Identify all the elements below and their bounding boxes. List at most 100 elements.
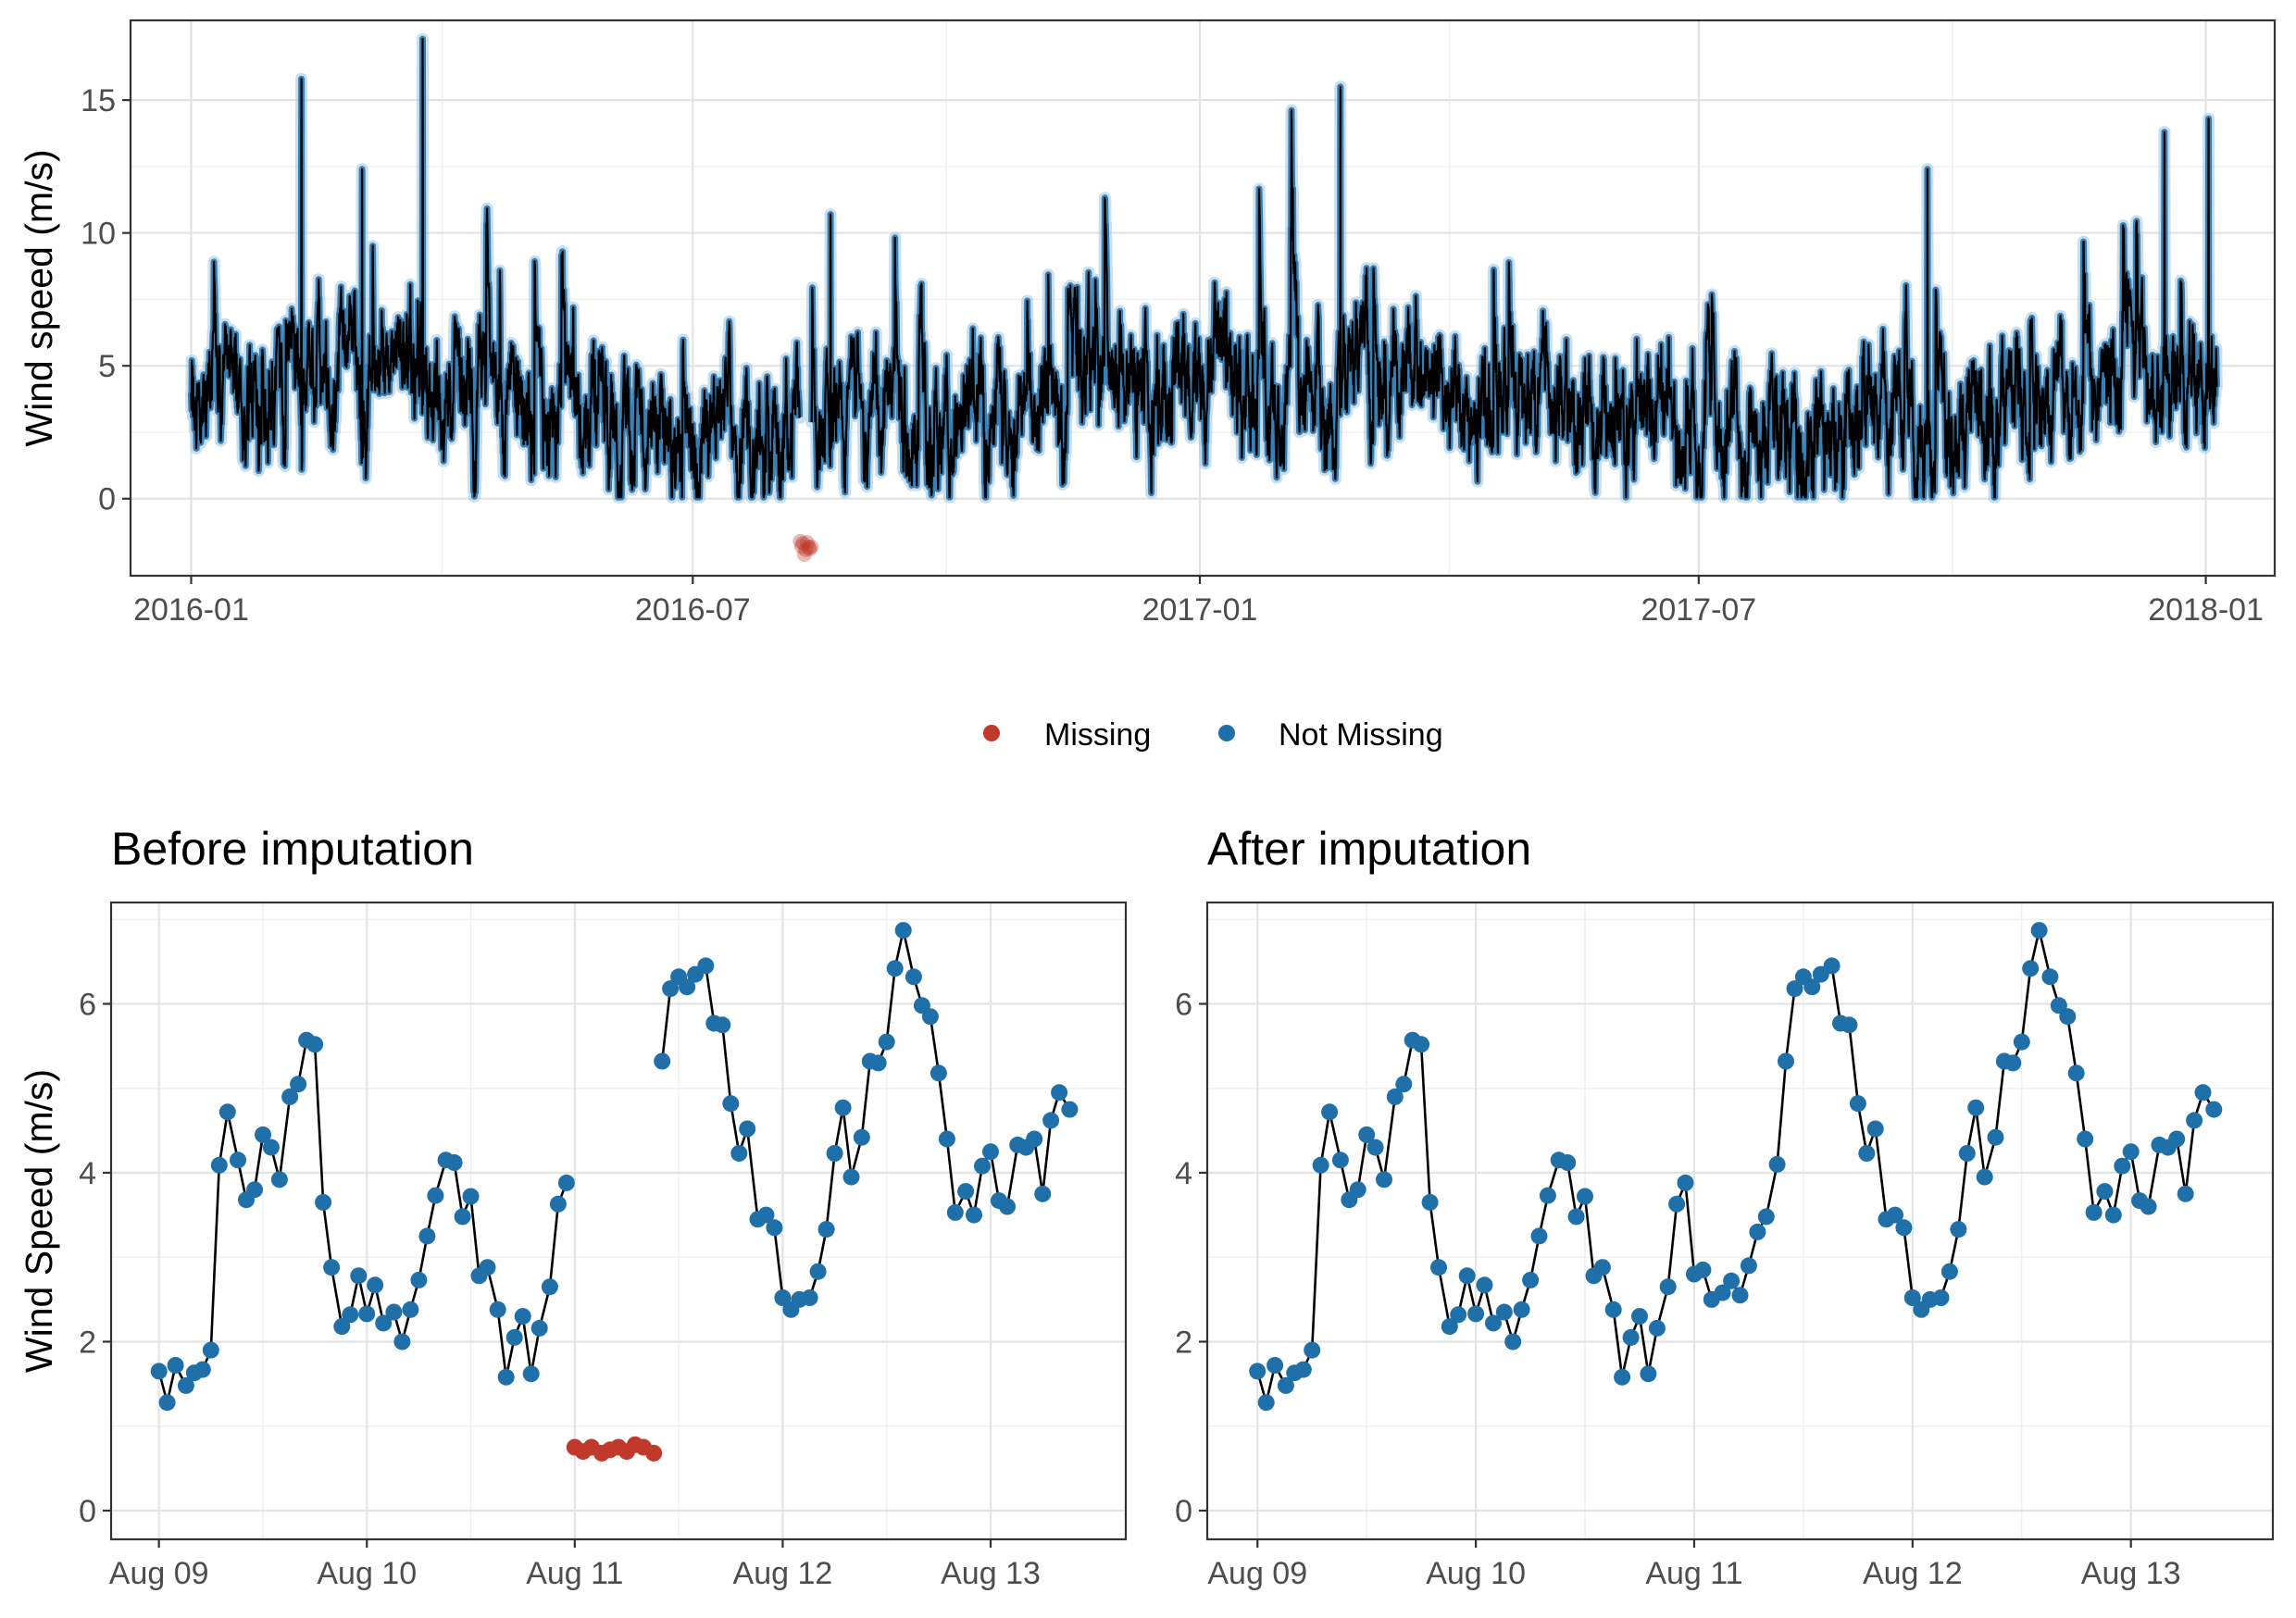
x-tick-label: Aug 12 bbox=[733, 1556, 833, 1591]
legend-label-not-missing: Not Missing bbox=[1279, 717, 1443, 753]
point-missing bbox=[795, 535, 811, 551]
y-tick-label: 0 bbox=[1175, 1494, 1192, 1529]
data-point bbox=[714, 1016, 731, 1034]
data-point bbox=[1648, 1319, 1666, 1337]
data-point bbox=[938, 1130, 955, 1148]
data-point bbox=[218, 1103, 236, 1121]
data-point bbox=[1312, 1156, 1329, 1174]
data-point bbox=[1668, 1195, 1686, 1213]
data-point bbox=[766, 1219, 783, 1237]
x-tick-label: Aug 13 bbox=[2081, 1556, 2181, 1591]
line bbox=[190, 38, 801, 499]
data-point bbox=[1476, 1276, 1493, 1294]
data-point bbox=[1723, 1272, 1741, 1289]
data-point bbox=[367, 1276, 384, 1294]
data-point bbox=[1932, 1289, 1950, 1306]
series-line bbox=[190, 38, 2218, 499]
legend-key-not-missing bbox=[1218, 725, 1235, 741]
data-point bbox=[375, 1314, 393, 1332]
x-axis: Aug 09 Aug 10 Aug 11 Aug 12 Aug 13 bbox=[109, 1539, 1041, 1591]
data-point bbox=[1413, 1036, 1430, 1053]
data-point bbox=[323, 1259, 341, 1276]
data-point bbox=[1858, 1145, 1876, 1162]
data-point bbox=[834, 1099, 852, 1116]
data-point bbox=[445, 1154, 463, 1171]
data-point bbox=[1778, 1052, 1794, 1070]
data-point bbox=[1559, 1154, 1577, 1171]
data-point bbox=[966, 1206, 982, 1224]
data-point bbox=[1304, 1341, 1321, 1359]
data-point bbox=[894, 922, 912, 940]
data-point bbox=[1249, 1363, 1267, 1380]
data-point bbox=[1823, 957, 1841, 975]
data-point bbox=[393, 1333, 411, 1350]
x-tick-label: Aug 13 bbox=[941, 1556, 1041, 1591]
point-missing bbox=[802, 541, 817, 556]
y-tick-label: 2 bbox=[79, 1325, 96, 1360]
data-point bbox=[1614, 1368, 1631, 1386]
data-point bbox=[1950, 1221, 1967, 1238]
point-missing bbox=[792, 533, 808, 549]
data-point bbox=[2004, 1054, 2022, 1072]
y-tick-label: 6 bbox=[79, 987, 96, 1022]
y-axis: 0 2 4 6 bbox=[1175, 987, 1207, 1529]
data-point bbox=[817, 1221, 835, 1238]
data-point bbox=[1640, 1365, 1657, 1383]
data-point bbox=[290, 1076, 307, 1093]
series-full bbox=[185, 32, 2223, 504]
full-series-panel: 0 5 10 15 2016-01 2016-07 2017-01 2017-07 2018-… bbox=[18, 19, 2277, 628]
data-point bbox=[1849, 1095, 1866, 1113]
data-point bbox=[1294, 1361, 1312, 1378]
y-tick-label: 2 bbox=[1175, 1325, 1192, 1360]
x-tick-label: Aug 11 bbox=[526, 1556, 623, 1591]
panel-title-after: After imputation bbox=[1207, 823, 1531, 875]
data-point bbox=[2059, 1008, 2077, 1026]
y-tick-label: 5 bbox=[98, 349, 116, 384]
data-point bbox=[1714, 1284, 1731, 1301]
data-point bbox=[679, 978, 696, 996]
data-point bbox=[1958, 1145, 1976, 1162]
data-point bbox=[522, 1365, 540, 1383]
data-point bbox=[262, 1139, 280, 1156]
data-point bbox=[1331, 1151, 1349, 1169]
data-point bbox=[853, 1128, 870, 1146]
data-point bbox=[2104, 1206, 2122, 1224]
y-tick-label: 4 bbox=[79, 1156, 96, 1191]
data-point bbox=[2186, 1112, 2203, 1129]
data-point bbox=[1593, 1259, 1611, 1276]
data-point bbox=[826, 1145, 843, 1162]
data-point bbox=[957, 1183, 975, 1201]
data-point bbox=[177, 1376, 194, 1394]
data-point bbox=[1976, 1168, 1993, 1186]
data-point bbox=[2022, 960, 2040, 977]
data-point bbox=[1467, 1305, 1485, 1323]
data-point bbox=[462, 1188, 480, 1205]
y-axis-label: Wind speed (m/s) bbox=[18, 149, 60, 446]
data-point bbox=[2013, 1033, 2030, 1051]
data-point bbox=[1749, 1223, 1766, 1240]
data-point bbox=[1267, 1357, 1284, 1374]
legend-key-missing bbox=[983, 725, 1000, 741]
data-point bbox=[886, 960, 904, 977]
data-point bbox=[557, 1174, 575, 1191]
y-tick-label: 0 bbox=[98, 482, 116, 517]
data-point bbox=[1659, 1278, 1677, 1296]
y-tick-label: 0 bbox=[79, 1494, 96, 1529]
y-tick-label: 4 bbox=[1175, 1156, 1192, 1191]
series-line bbox=[157, 1039, 568, 1404]
data-point bbox=[246, 1181, 263, 1199]
data-point bbox=[1504, 1333, 1522, 1350]
data-point bbox=[654, 1052, 671, 1070]
x-tick-label: Aug 11 bbox=[1645, 1556, 1742, 1591]
data-point bbox=[1051, 1084, 1068, 1101]
data-point bbox=[842, 1168, 860, 1186]
y-tick-label: 10 bbox=[81, 217, 116, 252]
data-point bbox=[2122, 1143, 2140, 1161]
data-point bbox=[1450, 1306, 1467, 1324]
grid bbox=[111, 902, 1126, 1539]
data-point bbox=[1277, 1376, 1294, 1394]
data-point bbox=[809, 1263, 827, 1280]
x-tick-label: Aug 10 bbox=[317, 1556, 417, 1591]
x-axis: Aug 09 Aug 10 Aug 11 Aug 12 Aug 13 bbox=[1207, 1539, 2181, 1591]
